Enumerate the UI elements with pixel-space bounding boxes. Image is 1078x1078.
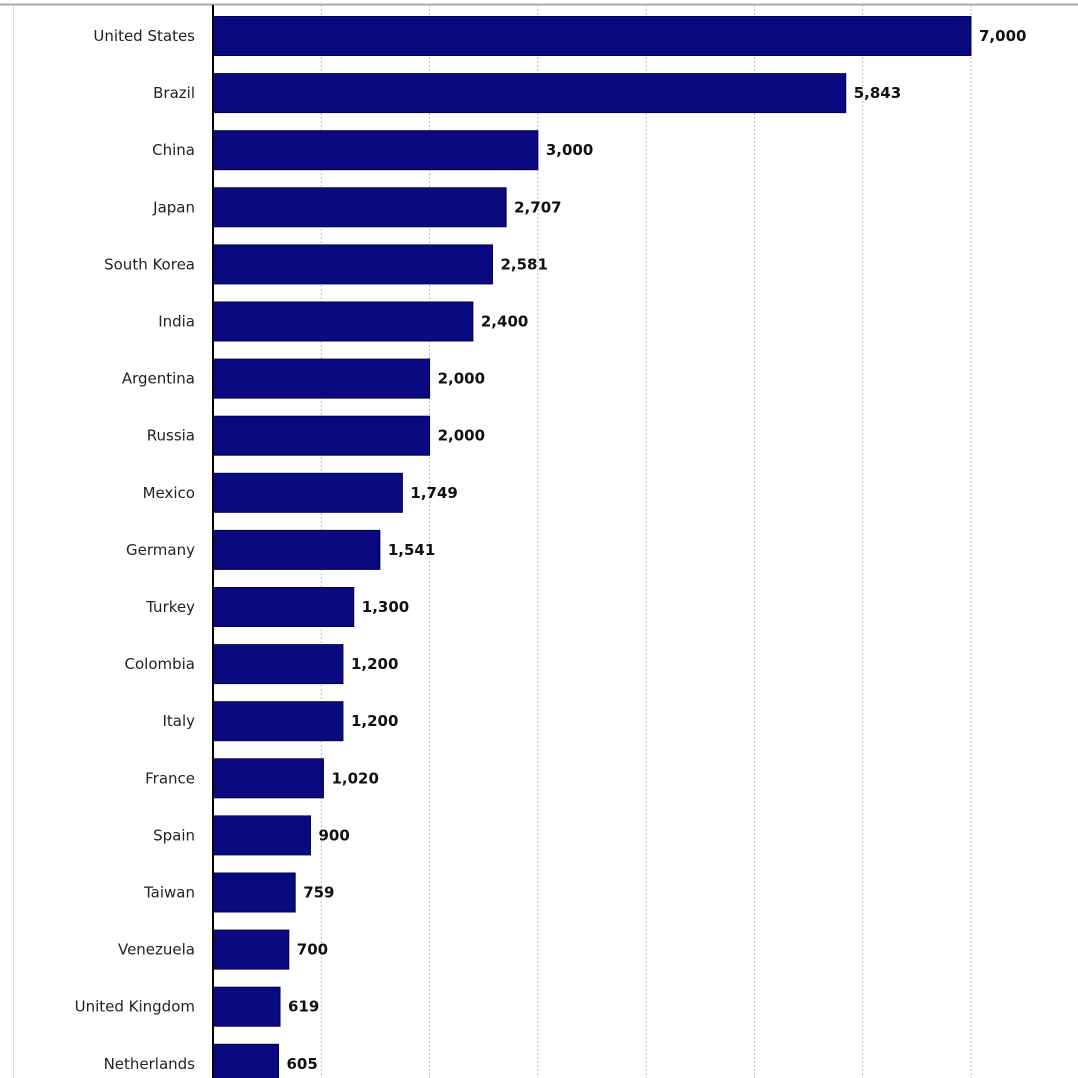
bar-row: Russia 2,000 xyxy=(147,415,485,456)
bar xyxy=(212,187,507,228)
bar-row: China 3,000 xyxy=(152,130,593,171)
bar-row: Colombia 1,200 xyxy=(125,644,398,685)
category-label: United Kingdom xyxy=(75,998,195,1016)
value-label: 1,200 xyxy=(351,655,398,673)
value-label: 2,000 xyxy=(438,370,485,388)
bar-row: South Korea 2,581 xyxy=(104,244,548,285)
bar-row: Argentina 2,000 xyxy=(122,358,485,399)
value-label: 7,000 xyxy=(979,27,1026,45)
bar-row: Netherlands 605 xyxy=(104,1043,318,1078)
bar xyxy=(212,758,324,799)
value-label: 2,707 xyxy=(514,198,561,216)
bar-row: Mexico 1,749 xyxy=(143,472,458,513)
bar xyxy=(212,358,431,399)
category-label: Argentina xyxy=(122,370,195,388)
bar xyxy=(212,701,344,742)
value-label: 619 xyxy=(288,998,319,1016)
value-label: 2,581 xyxy=(500,255,547,273)
bar xyxy=(212,73,847,114)
value-label: 1,200 xyxy=(351,712,398,730)
bar xyxy=(212,1043,280,1078)
bar-row: Japan 2,707 xyxy=(152,187,562,228)
value-label: 900 xyxy=(318,826,349,844)
category-label: United States xyxy=(93,27,195,45)
bar xyxy=(212,872,296,913)
value-label: 1,300 xyxy=(362,598,409,616)
category-label: Turkey xyxy=(145,598,195,616)
bar xyxy=(212,244,493,285)
category-label: Spain xyxy=(153,826,195,844)
bar-row: United States 7,000 xyxy=(93,16,1026,56)
category-label: France xyxy=(145,769,195,787)
category-label: Taiwan xyxy=(143,884,195,902)
bar xyxy=(212,587,355,627)
bars: United States 7,000 Brazil 5,843 China 3,000 J… xyxy=(75,16,1026,1078)
value-label: 1,020 xyxy=(331,769,378,787)
value-label: 700 xyxy=(297,941,328,959)
value-label: 605 xyxy=(287,1055,318,1073)
category-label: China xyxy=(152,141,195,159)
bar-row: Brazil 5,843 xyxy=(153,73,901,114)
value-label: 2,400 xyxy=(481,313,528,331)
bar-row: Italy 1,200 xyxy=(162,701,398,742)
category-label: South Korea xyxy=(104,255,195,273)
value-label: 2,000 xyxy=(438,427,485,445)
value-label: 3,000 xyxy=(546,141,593,159)
bar-row: United Kingdom 619 xyxy=(75,986,319,1027)
bar-row: Taiwan 759 xyxy=(143,872,335,913)
category-label: India xyxy=(158,313,195,331)
bar xyxy=(212,130,539,171)
bar xyxy=(212,644,344,685)
bar-row: Venezuela 700 xyxy=(118,929,328,970)
value-label: 759 xyxy=(303,884,334,902)
value-label: 5,843 xyxy=(854,84,901,102)
category-label: Japan xyxy=(152,198,195,216)
bar xyxy=(212,986,281,1027)
category-label: Brazil xyxy=(153,84,195,102)
value-label: 1,749 xyxy=(410,484,457,502)
bar-row: Turkey 1,300 xyxy=(145,587,409,627)
value-label: 1,541 xyxy=(388,541,435,559)
bar xyxy=(212,472,403,513)
bar xyxy=(212,415,431,456)
category-label: Colombia xyxy=(125,655,196,673)
bar-row: Spain 900 xyxy=(153,815,350,856)
category-label: Venezuela xyxy=(118,941,195,959)
bar xyxy=(212,815,311,856)
bar-row: France 1,020 xyxy=(145,758,379,799)
bar xyxy=(212,301,474,342)
bar xyxy=(212,529,381,570)
bar xyxy=(212,929,290,970)
category-label: Mexico xyxy=(143,484,195,502)
category-label: Germany xyxy=(126,541,195,559)
category-label: Russia xyxy=(147,427,195,445)
category-label: Netherlands xyxy=(104,1055,196,1073)
bar-row: Germany 1,541 xyxy=(126,529,435,570)
bar-row: India 2,400 xyxy=(158,301,528,342)
bar xyxy=(212,16,972,56)
category-label: Italy xyxy=(162,712,195,730)
